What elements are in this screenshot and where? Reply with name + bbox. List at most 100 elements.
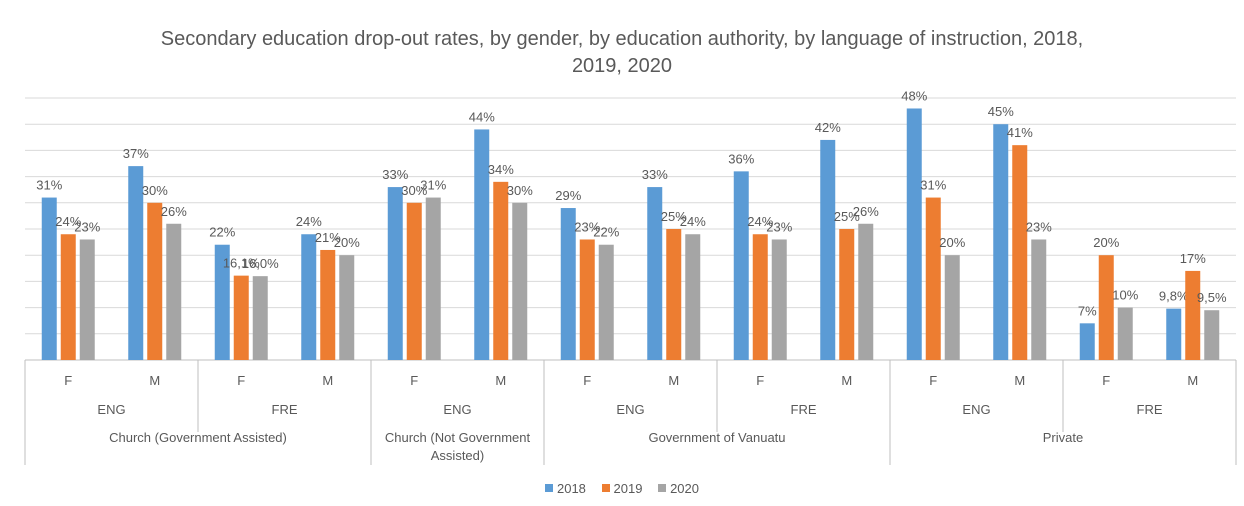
data-label-2018-11: 45% [988, 104, 1014, 119]
bar-2018-7 [647, 187, 663, 360]
bar-2019-6 [579, 239, 595, 360]
bar-2018-6 [560, 208, 576, 360]
data-label-2020-10: 20% [939, 235, 965, 250]
tick-label-gender-7: M [668, 373, 679, 388]
data-label-2018-13: 9,8% [1159, 289, 1189, 304]
data-label-2020-13: 9,5% [1197, 290, 1227, 305]
bar-2018-10 [906, 108, 922, 360]
bar-2019-8 [752, 234, 768, 360]
data-label-2018-1: 37% [123, 146, 149, 161]
bar-2020-7 [685, 234, 701, 360]
data-label-2019-3: 21% [315, 230, 341, 245]
bar-2020-11 [1031, 239, 1047, 360]
tick-label-gender-4: F [410, 373, 418, 388]
bar-2018-8 [733, 171, 749, 360]
bar-2018-9 [820, 139, 836, 360]
data-label-2019-1: 30% [142, 183, 168, 198]
tick-label-gender-8: F [756, 373, 764, 388]
bar-2019-4 [406, 202, 422, 360]
data-label-2018-3: 24% [296, 214, 322, 229]
data-label-2019-10: 31% [920, 178, 946, 193]
bar-2020-6 [598, 244, 614, 360]
data-label-2019-4: 30% [401, 183, 427, 198]
bar-2019-11 [1012, 145, 1028, 360]
tick-label-language-3: ENG [616, 402, 644, 417]
bar-2018-5 [474, 129, 490, 360]
bar-2020-10 [944, 255, 960, 360]
bar-2020-9 [858, 223, 874, 360]
legend-label-2020: 2020 [670, 480, 699, 496]
data-label-2020-3: 20% [334, 235, 360, 250]
data-label-2020-11: 23% [1026, 219, 1052, 234]
legend-label-2018: 2018 [556, 480, 586, 496]
tick-label-authority-1-0: Church (Not Government [385, 430, 531, 445]
bar-2020-2 [252, 276, 268, 360]
bar-2019-1 [147, 202, 163, 360]
data-label-2019-13: 17% [1180, 251, 1206, 266]
bar-2018-1 [128, 166, 144, 360]
tick-label-gender-9: M [841, 373, 852, 388]
legend-swatch-2020 [658, 484, 667, 492]
data-label-2018-10: 48% [901, 88, 927, 103]
tick-label-language-4: FRE [791, 402, 817, 417]
bar-2019-2 [233, 275, 249, 360]
data-label-2019-6: 23% [574, 219, 600, 234]
bar-2018-12 [1079, 323, 1095, 360]
data-label-2018-8: 36% [728, 151, 754, 166]
data-label-2020-0: 23% [74, 219, 100, 234]
data-label-2019-7: 25% [661, 209, 687, 224]
data-label-2018-7: 33% [642, 167, 668, 182]
tick-label-authority-3-0: Private [1043, 430, 1083, 445]
data-label-2019-12: 20% [1093, 235, 1119, 250]
bar-2020-1 [166, 223, 182, 360]
data-label-2019-11: 41% [1007, 125, 1033, 140]
tick-label-gender-11: M [1014, 373, 1025, 388]
bar-2018-0 [41, 197, 57, 360]
tick-label-gender-5: M [495, 373, 506, 388]
legend-item-2020: 2020 [658, 481, 699, 496]
bar-2018-13 [1166, 308, 1182, 360]
bar-2019-9 [839, 229, 855, 360]
legend-item-2019: 2019 [601, 480, 643, 496]
bar-2020-3 [339, 255, 355, 360]
data-label-2019-8: 24% [747, 214, 773, 229]
bar-2020-5 [512, 202, 528, 360]
legend-item-2018: 2018 [544, 480, 586, 496]
bar-2018-4 [387, 187, 403, 360]
bar-2020-0 [79, 239, 95, 360]
data-label-2020-1: 26% [161, 204, 187, 219]
bar-2018-2 [214, 244, 230, 360]
tick-label-language-6: FRE [1137, 402, 1163, 417]
data-label-2020-4: 31% [420, 178, 446, 193]
data-label-2020-7: 24% [680, 214, 706, 229]
legend-swatch-2018 [544, 484, 553, 492]
bar-2019-7 [666, 229, 682, 360]
chart-title-line-2: 2019, 2020 [571, 55, 673, 77]
bar-2019-5 [493, 181, 509, 360]
data-label-2019-0: 24% [55, 214, 81, 229]
bar-2020-8 [771, 239, 787, 360]
bar-2019-0 [60, 234, 76, 360]
bar-2019-10 [925, 197, 941, 360]
tick-label-language-1: FRE [272, 402, 298, 417]
data-label-2019-9: 25% [834, 209, 860, 224]
tick-label-gender-3: M [322, 373, 333, 388]
bar-2019-12 [1098, 255, 1114, 360]
tick-label-authority-2-0: Government of Vanuatu [648, 430, 785, 445]
data-label-2020-8: 23% [766, 219, 792, 234]
bar-2020-4 [425, 197, 441, 360]
data-label-2020-5: 30% [507, 183, 533, 198]
data-label-2018-9: 42% [815, 120, 841, 135]
bar-2020-12 [1117, 307, 1133, 360]
legend-swatch-2019 [601, 484, 610, 492]
bar-2018-3 [301, 234, 317, 360]
bar-2019-13 [1185, 270, 1201, 360]
tick-label-gender-13: M [1187, 373, 1198, 388]
legend-label-2019: 2019 [613, 480, 643, 496]
tick-label-authority-1-1: Assisted) [431, 448, 484, 463]
bar-2018-11 [993, 124, 1009, 360]
data-label-2020-9: 26% [853, 204, 879, 219]
data-label-2020-6: 22% [593, 225, 619, 240]
